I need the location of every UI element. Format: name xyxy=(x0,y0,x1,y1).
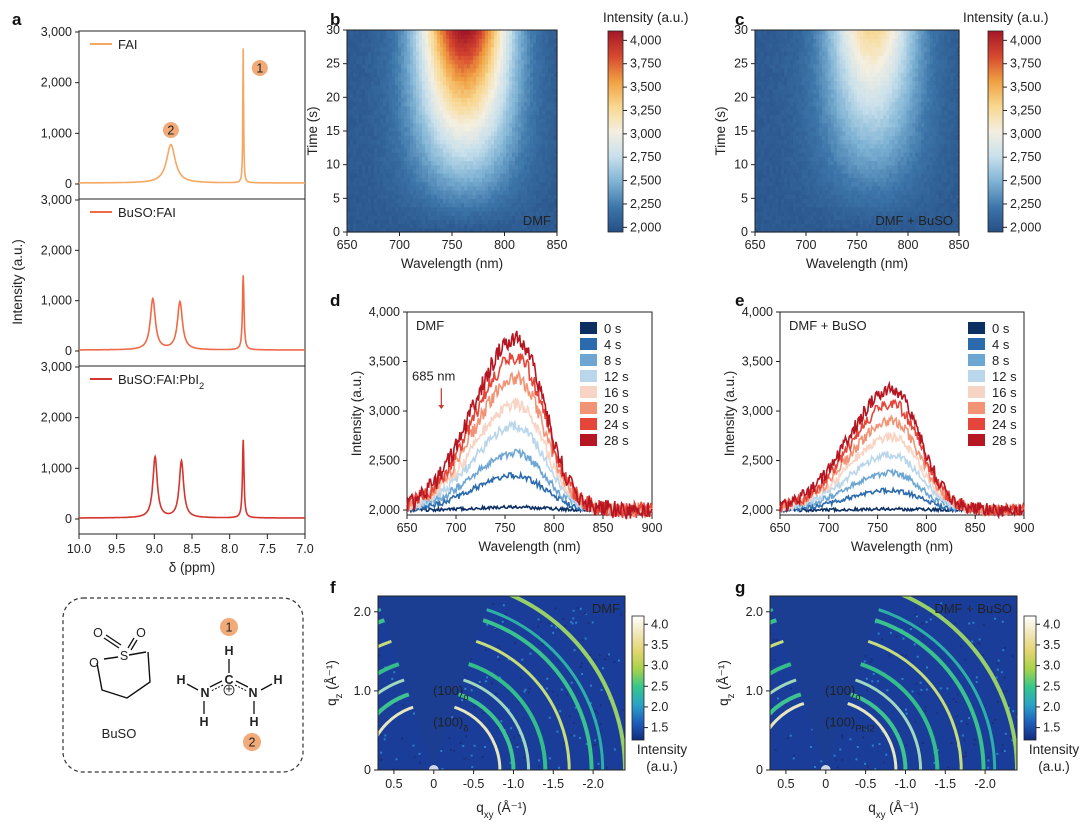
a-xtick-label: 9.0 xyxy=(146,542,163,556)
b-xtick-label: 800 xyxy=(494,238,515,252)
a-xlabel: δ (ppm) xyxy=(169,560,216,575)
a-xtick-label: 8.0 xyxy=(221,542,238,556)
buso-bond xyxy=(104,657,118,659)
bond xyxy=(210,681,222,687)
panel-label-d: d xyxy=(330,291,340,310)
a-ytick-label: 0 xyxy=(65,344,72,358)
atom-H: H xyxy=(199,715,208,729)
atom-H: H xyxy=(176,673,185,687)
atom-N: N xyxy=(200,686,209,700)
a-badge-2-text: 2 xyxy=(167,124,174,138)
a-ytick-label: 0 xyxy=(65,177,72,191)
b-xlabel: Wavelength (nm) xyxy=(401,256,503,271)
b-ytick-label: 15 xyxy=(326,124,340,138)
atom-O: O xyxy=(93,626,103,640)
panel-label-a: a xyxy=(12,10,22,29)
b-xtick-label: 700 xyxy=(389,238,410,252)
bond xyxy=(187,684,198,690)
b-colorbar xyxy=(608,31,623,232)
a-ytick-label: 0 xyxy=(65,512,72,526)
b-ytick-label: 25 xyxy=(326,57,340,71)
atom-N: N xyxy=(248,686,257,700)
a-ytick-label: 2,000 xyxy=(41,76,72,90)
fa-badge-1-text: 1 xyxy=(226,621,233,635)
panel-label-f: f xyxy=(330,578,336,597)
b-cb-label: 2,750 xyxy=(630,150,661,164)
b-cb-label: 3,000 xyxy=(630,127,661,141)
atom-H: H xyxy=(249,715,258,729)
fa-badge-2-text: 2 xyxy=(249,736,256,750)
a-ytick-label: 3,000 xyxy=(41,193,72,207)
a-xtick-label: 10.0 xyxy=(67,542,91,556)
b-cb-label: 2,500 xyxy=(630,174,661,188)
atom-H: H xyxy=(273,673,282,687)
a-spectrum-1 xyxy=(79,275,305,350)
b-cb-label: 3,250 xyxy=(630,103,661,117)
a-xtick-label: 7.0 xyxy=(296,542,313,556)
a-ylabel: Intensity (a.u.) xyxy=(10,239,25,325)
b-cb-label: 3,750 xyxy=(630,57,661,71)
b-xtick-label: 750 xyxy=(442,238,463,252)
a-ytick-label: 2,000 xyxy=(41,411,72,425)
panel-a-frame xyxy=(79,31,305,534)
a-ytick-label: 3,000 xyxy=(41,360,72,374)
buso-label: BuSO xyxy=(102,726,137,741)
buso-bond xyxy=(129,652,146,655)
a-legend-label-0: FAI xyxy=(118,37,138,52)
b-cb-label: 2,000 xyxy=(630,220,661,234)
bond xyxy=(104,638,119,648)
a-ytick-label: 2,000 xyxy=(41,243,72,257)
b-ylabel: Time (s) xyxy=(305,107,320,156)
b-cb-label: 4,000 xyxy=(630,33,661,47)
a-legend-label-2: BuSO:FAI:PbI2 xyxy=(118,372,204,391)
panel-label-g: g xyxy=(735,578,745,597)
a-xtick-label: 7.5 xyxy=(259,542,276,556)
bond xyxy=(261,684,272,690)
a-spectrum-0 xyxy=(79,49,305,183)
atom-O: O xyxy=(136,626,146,640)
b-ytick-label: 20 xyxy=(326,90,340,104)
a-ytick-label: 3,000 xyxy=(41,25,72,39)
b-ytick-label: 10 xyxy=(326,158,340,172)
b-cb-label: 3,500 xyxy=(630,80,661,94)
a-badge-1-text: 1 xyxy=(256,62,263,76)
atom-H: H xyxy=(224,644,233,658)
b-ytick-label: 0 xyxy=(333,225,340,239)
a-ytick-label: 1,000 xyxy=(41,294,72,308)
a-spectrum-2 xyxy=(79,440,305,518)
b-ytick-label: 5 xyxy=(333,191,340,205)
a-xtick-label: 8.5 xyxy=(183,542,200,556)
atom-O: O xyxy=(89,656,99,670)
atom-S: S xyxy=(120,649,128,663)
bond xyxy=(106,635,121,645)
b-cb-title: Intensity (a.u.) xyxy=(603,10,689,25)
a-xtick-label: 9.5 xyxy=(108,542,125,556)
plus-sign: + xyxy=(225,682,232,696)
a-ytick-label: 1,000 xyxy=(41,126,72,140)
a-legend-label-1: BuSO:FAI xyxy=(118,205,176,220)
b-ytick-label: 30 xyxy=(326,23,340,37)
b-xtick-label: 650 xyxy=(337,238,358,252)
a-ytick-label: 1,000 xyxy=(41,461,72,475)
b-cb-label: 2,250 xyxy=(630,197,661,211)
b-xtick-label: 850 xyxy=(547,238,568,252)
bond xyxy=(236,681,248,687)
figure-canvas: a b cd ef g01,0002,0003,000FAI01,0002,0003,0… xyxy=(0,0,1080,828)
b-label: DMF xyxy=(523,213,551,228)
